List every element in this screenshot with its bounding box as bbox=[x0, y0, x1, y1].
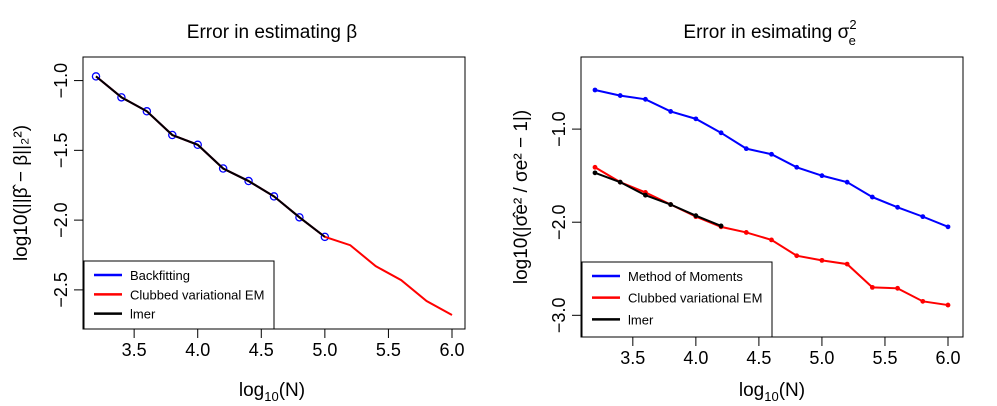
y-tick-label: −2.0 bbox=[549, 204, 569, 240]
legend: Backfitting Clubbed variational EM lmer bbox=[83, 260, 275, 330]
data-point bbox=[718, 223, 724, 229]
svg-text:log10(||β̂ − β||₂²): log10(||β̂ − β||₂²) bbox=[11, 125, 32, 261]
data-point bbox=[844, 261, 850, 267]
data-point bbox=[617, 179, 623, 185]
data-point bbox=[269, 192, 279, 201]
x-axis: 3.5 4.0 4.5 5.0 5.5 6.0 bbox=[122, 329, 465, 360]
series-line-lmer bbox=[594, 171, 722, 227]
data-point bbox=[668, 109, 674, 114]
x-tick-label: 4.0 bbox=[683, 348, 708, 368]
data-point bbox=[895, 285, 900, 291]
series-line-lmer bbox=[95, 75, 326, 238]
legend: Method of Moments Clubbed variational EM l… bbox=[581, 261, 773, 338]
y-axis-label: log10(||β̂ − β||₂²) bbox=[11, 125, 32, 261]
data-point bbox=[718, 130, 724, 136]
x-axis-label: log10(N) bbox=[739, 380, 805, 404]
data-point bbox=[295, 213, 304, 222]
y-tick-label: −1.0 bbox=[549, 111, 569, 147]
series-line-method-of-moments bbox=[594, 89, 949, 228]
chart-title: Error in estimating β bbox=[187, 22, 357, 43]
x-tick-label: 4.5 bbox=[746, 348, 771, 368]
legend-label: lmer bbox=[628, 312, 654, 327]
data-point bbox=[945, 224, 951, 230]
y-axis: −1.0 −2.0 −3.0 bbox=[549, 111, 581, 333]
data-point bbox=[668, 202, 674, 207]
data-point bbox=[320, 232, 330, 242]
series-layer bbox=[592, 87, 951, 308]
x-tick-label: 3.5 bbox=[620, 348, 645, 368]
y-tick-label: −1.0 bbox=[51, 63, 71, 99]
x-tick-label: 5.0 bbox=[312, 340, 337, 360]
data-point bbox=[945, 302, 951, 308]
x-tick-label: 6.0 bbox=[439, 340, 464, 360]
data-point bbox=[193, 140, 202, 150]
data-point bbox=[693, 213, 699, 219]
data-point bbox=[592, 164, 598, 170]
x-tick-label: 5.5 bbox=[376, 340, 401, 360]
x-axis-label: log10(N) bbox=[239, 380, 305, 404]
data-point bbox=[693, 116, 699, 122]
x-tick-label: 5.0 bbox=[809, 348, 834, 368]
y-tick-label: −2.5 bbox=[51, 272, 71, 308]
data-point bbox=[920, 214, 926, 220]
legend-label: Method of Moments bbox=[628, 269, 743, 284]
data-point bbox=[142, 107, 152, 116]
x-tick-label: 4.5 bbox=[249, 340, 274, 360]
chart-title: Error in esimating σ2 e bbox=[683, 17, 856, 48]
data-point bbox=[592, 87, 598, 93]
data-point bbox=[743, 230, 749, 235]
y-axis: −1.0 −1.5 −2.0 −2.5 bbox=[51, 63, 83, 308]
legend-label: lmer bbox=[130, 307, 156, 322]
x-axis: 3.5 4.0 4.5 5.0 5.5 6.0 bbox=[620, 337, 961, 368]
legend-label: Clubbed variational EM bbox=[628, 291, 762, 306]
svg-text:log10(|σ̂e² / σe² − 1|): log10(|σ̂e² / σe² − 1|) bbox=[511, 110, 532, 284]
x-tick-label: 5.5 bbox=[872, 348, 897, 368]
data-point bbox=[844, 179, 850, 185]
data-point bbox=[869, 284, 875, 290]
data-point bbox=[819, 173, 825, 179]
data-point bbox=[895, 204, 900, 210]
data-point bbox=[643, 96, 648, 102]
data-point bbox=[743, 146, 749, 152]
legend-label: Backfitting bbox=[130, 268, 190, 283]
data-point bbox=[218, 164, 228, 173]
chart-panel-sigma: Error in esimating σ2 e 3.5 4.0 4.5 5.0 5.5 6.… bbox=[511, 17, 964, 404]
data-point bbox=[794, 253, 800, 259]
y-tick-label: −3.0 bbox=[549, 298, 569, 334]
chart-panel-beta: Error in estimating β 3.5 4.0 4.5 5.0 5.5 6.0… bbox=[11, 22, 466, 404]
data-point bbox=[617, 93, 623, 98]
legend-box bbox=[581, 261, 773, 338]
series-layer bbox=[91, 72, 453, 316]
data-point bbox=[869, 194, 875, 200]
data-point bbox=[592, 170, 598, 176]
data-point bbox=[769, 237, 774, 243]
y-tick-label: −1.5 bbox=[51, 133, 71, 169]
x-tick-label: 4.0 bbox=[185, 340, 210, 360]
y-axis-label: log10(|σ̂e² / σe² − 1|) bbox=[511, 110, 532, 284]
x-tick-label: 6.0 bbox=[935, 348, 960, 368]
data-point bbox=[91, 72, 101, 81]
legend-label: Clubbed variational EM bbox=[130, 287, 264, 302]
y-tick-label: −2.0 bbox=[51, 202, 71, 238]
data-point bbox=[168, 130, 177, 140]
data-point bbox=[819, 257, 825, 263]
data-point bbox=[920, 298, 926, 304]
data-point bbox=[117, 93, 126, 102]
data-point bbox=[769, 151, 774, 157]
data-point bbox=[794, 164, 800, 170]
data-point bbox=[244, 176, 253, 186]
x-tick-label: 3.5 bbox=[122, 340, 147, 360]
data-point bbox=[643, 192, 648, 198]
